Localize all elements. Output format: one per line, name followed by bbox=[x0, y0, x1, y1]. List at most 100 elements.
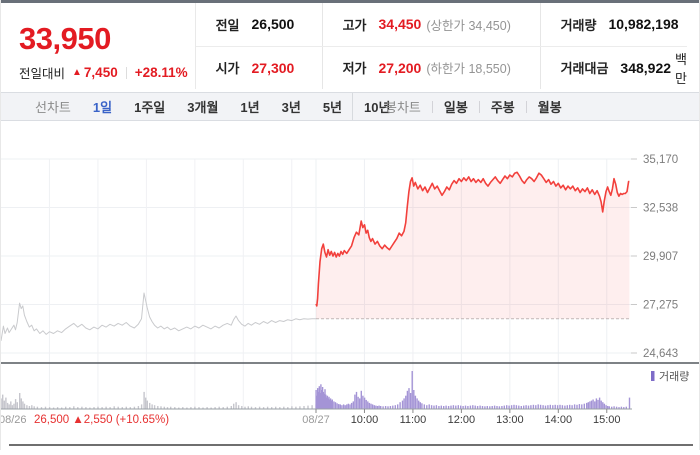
tab-1year[interactable]: 1년 bbox=[240, 100, 260, 115]
volume-bar bbox=[218, 406, 220, 409]
volume-bar bbox=[479, 405, 481, 409]
volume-bar bbox=[435, 405, 438, 409]
volume-bar bbox=[618, 407, 620, 409]
price-volume-chart[interactable]: 35,170 32,538 29,907 27,275 24,643 08/26 26,50… bbox=[0, 121, 700, 450]
volume-bar bbox=[549, 404, 551, 409]
volume-bar bbox=[8, 404, 10, 409]
volume-bar bbox=[331, 399, 333, 409]
volume-bar bbox=[344, 405, 346, 409]
tab-1week[interactable]: 1주일 bbox=[134, 100, 166, 115]
tab-3month[interactable]: 3개월 bbox=[187, 100, 219, 115]
volume-bar bbox=[338, 404, 340, 409]
stat-note: (상한가 34,450) bbox=[426, 18, 511, 33]
volume-bar bbox=[371, 404, 374, 409]
volume-bar bbox=[146, 400, 148, 409]
volume-bar bbox=[592, 399, 594, 409]
volume-bar bbox=[515, 405, 518, 409]
stat-value: 27,200 bbox=[378, 59, 422, 76]
volume-bar bbox=[341, 405, 343, 409]
volume-bar bbox=[397, 404, 399, 409]
volume-bar bbox=[532, 404, 535, 409]
volume-bar bbox=[186, 407, 188, 409]
volume-bar bbox=[411, 371, 413, 409]
volume-bar bbox=[36, 406, 39, 409]
volume-bar bbox=[413, 390, 415, 409]
volume-bar bbox=[559, 404, 561, 409]
volume-bar bbox=[137, 406, 140, 409]
volume-bar bbox=[598, 397, 601, 409]
volume-bar bbox=[279, 407, 281, 409]
volume-bar bbox=[493, 405, 496, 409]
x-axis-label: 08/27 bbox=[302, 414, 330, 426]
volume-bar bbox=[330, 400, 333, 409]
volume-bar bbox=[418, 400, 420, 409]
volume-bar bbox=[89, 407, 91, 409]
volume-bar bbox=[31, 405, 33, 409]
stats-row-1: 전일 26,500 고가 34,450 (상한가 34,450) 거래량 10,… bbox=[196, 3, 687, 46]
tab-monthly[interactable]: 월봉 bbox=[537, 100, 562, 115]
stat-high: 고가 34,450 (상한가 34,450) bbox=[321, 3, 540, 46]
volume-bar bbox=[503, 405, 505, 409]
volume-bar bbox=[450, 405, 452, 409]
volume-bar bbox=[506, 405, 508, 409]
volume-bar bbox=[607, 406, 609, 409]
volume-bar bbox=[326, 395, 329, 409]
tab-3year[interactable]: 3년 bbox=[281, 100, 301, 115]
volume-bar bbox=[628, 397, 631, 409]
volume-bar bbox=[230, 406, 232, 409]
volume-bar bbox=[513, 404, 515, 409]
volume-bar bbox=[378, 405, 380, 409]
volume-bar bbox=[590, 400, 593, 409]
volume-bar bbox=[408, 388, 410, 409]
volume-bar bbox=[194, 406, 196, 409]
volume-bar bbox=[544, 405, 547, 409]
volume-bar bbox=[160, 406, 162, 409]
today-area-fill bbox=[316, 172, 630, 319]
volume-bar bbox=[355, 391, 358, 409]
volume-bar bbox=[198, 407, 200, 409]
volume-bar bbox=[121, 407, 123, 409]
volume-bar bbox=[254, 407, 257, 409]
volume-bar bbox=[476, 406, 479, 409]
change-label: 전일대비 bbox=[19, 67, 66, 81]
volume-bar bbox=[349, 404, 351, 409]
volume-bar bbox=[5, 397, 7, 409]
volume-bar bbox=[460, 405, 462, 409]
volume-bar bbox=[625, 406, 627, 409]
stat-label: 거래대금 bbox=[560, 61, 609, 77]
volume-bar bbox=[380, 406, 382, 409]
volume-bar bbox=[77, 407, 79, 409]
volume-bar bbox=[527, 405, 530, 409]
volume-bar bbox=[416, 398, 418, 409]
volume-bar bbox=[206, 407, 208, 409]
price-change-row: 전일대비 ▲ 7,450 +28.11% bbox=[19, 63, 195, 82]
tab-1day[interactable]: 1일 bbox=[92, 100, 113, 115]
volume-bar bbox=[315, 390, 317, 409]
volume-bar bbox=[406, 390, 409, 409]
volume-bar bbox=[469, 405, 472, 409]
volume-bar bbox=[0, 398, 2, 409]
volume-bar bbox=[464, 405, 467, 409]
volume-bar bbox=[334, 402, 337, 409]
volume-bar bbox=[19, 393, 21, 409]
x-axis-label: 15:00 bbox=[593, 414, 621, 426]
volume-bar bbox=[368, 402, 371, 409]
volume-bar bbox=[496, 406, 498, 409]
volume-bar bbox=[329, 398, 332, 409]
volume-bar bbox=[342, 404, 345, 409]
volume-bar bbox=[28, 406, 31, 409]
volume-bar bbox=[202, 407, 204, 409]
prev-day-summary: 26,500 ▲2,550 (+10.65%) bbox=[34, 414, 169, 426]
tab-weekly[interactable]: 주봉 bbox=[490, 100, 515, 115]
volume-bar bbox=[258, 406, 261, 409]
tab-daily[interactable]: 일봉 bbox=[443, 100, 468, 115]
volume-bar bbox=[235, 402, 237, 409]
volume-bar bbox=[323, 393, 325, 409]
stat-value: 34,450 bbox=[378, 16, 422, 33]
volume-bar bbox=[233, 403, 235, 409]
volume-bar bbox=[566, 405, 568, 409]
y-axis-label: 35,170 bbox=[643, 154, 678, 166]
tab-5year[interactable]: 5년 bbox=[322, 100, 343, 115]
tab-10year[interactable]: 10년 bbox=[364, 100, 391, 115]
x-axis-label: 13:00 bbox=[496, 414, 524, 426]
